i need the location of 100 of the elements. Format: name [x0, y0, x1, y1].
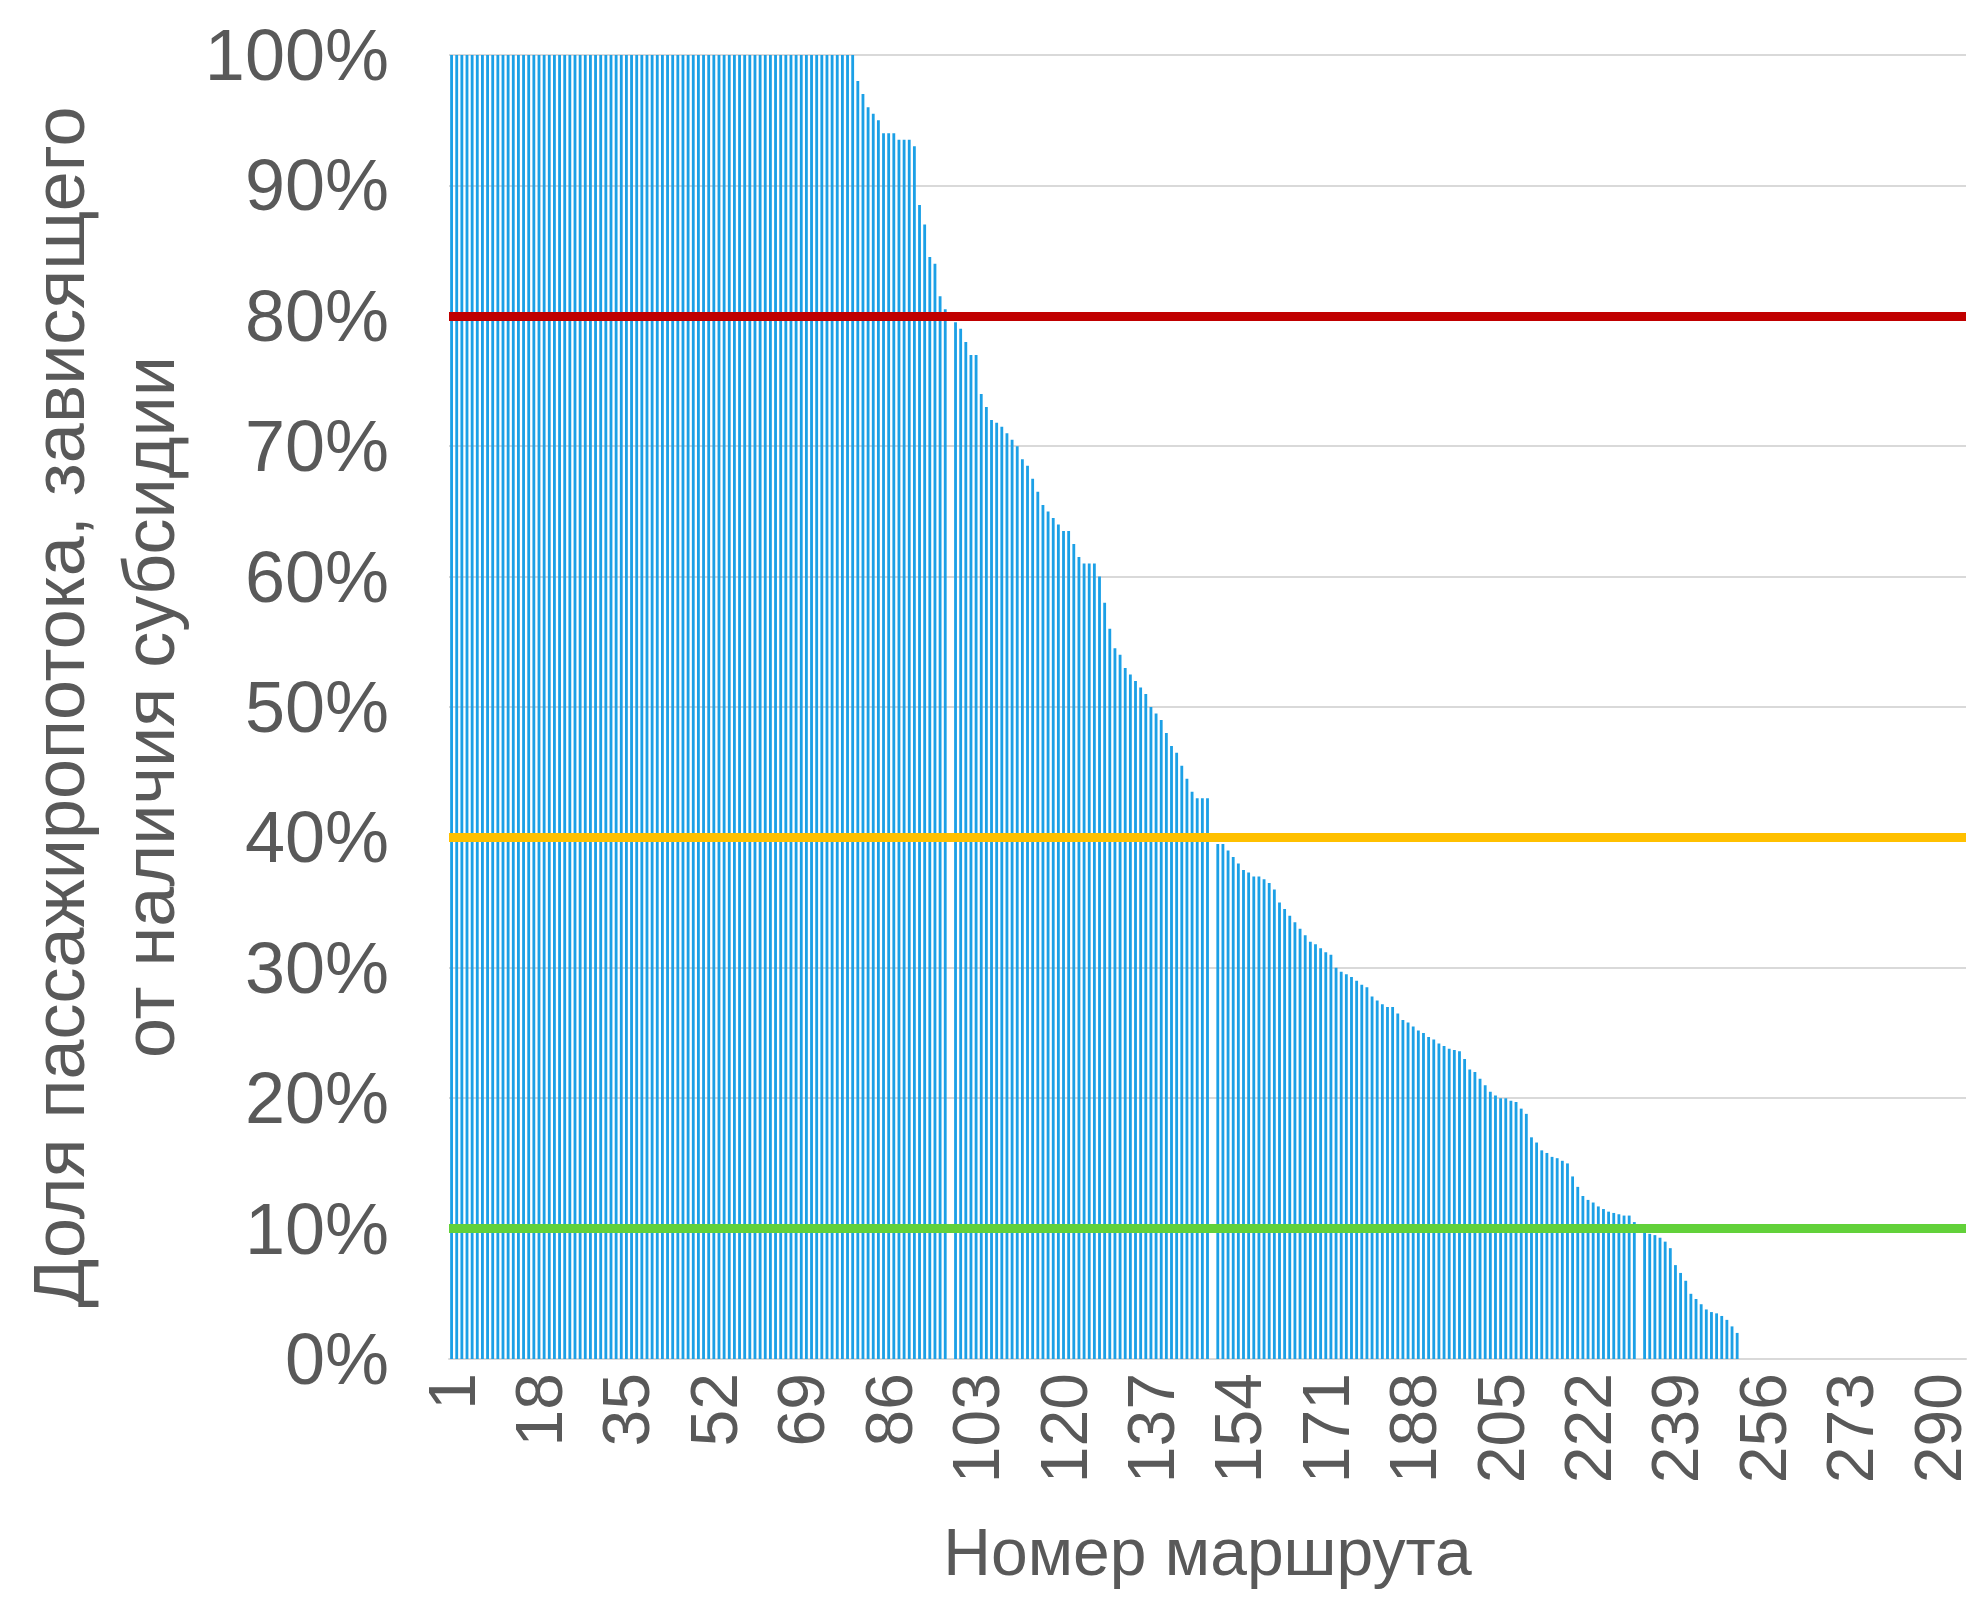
bar: [1679, 1272, 1683, 1359]
bar: [799, 55, 803, 1359]
bar: [1545, 1152, 1549, 1359]
bar: [810, 55, 813, 1359]
bar: [660, 55, 664, 1359]
bar: [1303, 935, 1307, 1359]
bar: [460, 55, 464, 1359]
bar: [1391, 1006, 1395, 1359]
bar: [1612, 1212, 1616, 1359]
bar: [856, 81, 860, 1359]
x-tick-label: 222: [1551, 1373, 1626, 1484]
bar: [1231, 856, 1235, 1359]
bar: [1422, 1033, 1425, 1359]
y-tick-label: 20%: [244, 1058, 389, 1139]
bar: [1401, 1019, 1405, 1359]
bar: [851, 55, 855, 1359]
bar: [1134, 680, 1137, 1359]
y-tick-label: 30%: [244, 927, 389, 1008]
bar: [1031, 478, 1035, 1359]
x-tick-label: 188: [1376, 1373, 1451, 1484]
bar: [1648, 1233, 1652, 1359]
bar: [1108, 628, 1112, 1359]
bar: [563, 55, 567, 1359]
x-tick-label: 86: [851, 1373, 926, 1447]
bar: [686, 55, 690, 1359]
bar: [1046, 511, 1050, 1359]
bar: [866, 107, 870, 1359]
bar: [1252, 876, 1256, 1359]
bar: [804, 55, 808, 1359]
bar: [1020, 459, 1024, 1359]
bar: [1494, 1095, 1497, 1359]
bar: [923, 224, 927, 1359]
bar: [1524, 1113, 1528, 1359]
x-tick-label: 69: [764, 1373, 839, 1447]
bar: [1062, 530, 1065, 1359]
bar: [676, 55, 680, 1359]
bar: [1386, 1006, 1389, 1359]
x-tick-label: 1: [414, 1373, 489, 1410]
bar: [1509, 1100, 1513, 1359]
bar: [1072, 544, 1076, 1359]
bar: [1560, 1160, 1564, 1359]
x-axis-title: Номер маршрута: [943, 1515, 1472, 1589]
bar: [1051, 517, 1055, 1359]
bar: [1663, 1241, 1667, 1359]
x-tick-label: 205: [1463, 1373, 1538, 1484]
y-tick-label: 0%: [284, 1319, 389, 1399]
bar: [547, 55, 551, 1359]
bar: [625, 55, 628, 1359]
bar: [1617, 1214, 1621, 1359]
bar: [984, 407, 988, 1359]
bar: [578, 55, 582, 1359]
bar: [1643, 1231, 1647, 1359]
x-tick-label: 120: [1026, 1373, 1101, 1484]
bar: [1092, 563, 1096, 1359]
bar: [1380, 1004, 1384, 1359]
bar: [517, 55, 520, 1359]
bar: [1175, 752, 1179, 1359]
bar: [876, 120, 880, 1359]
bar: [1627, 1215, 1631, 1359]
bar: [1164, 733, 1168, 1359]
bar: [943, 309, 947, 1359]
bar: [1319, 948, 1323, 1359]
bar: [630, 55, 633, 1359]
bar: [1458, 1051, 1461, 1359]
bar: [1668, 1248, 1672, 1359]
bar: [732, 55, 736, 1359]
bar: [594, 55, 597, 1359]
bar: [1308, 941, 1312, 1359]
bar: [1519, 1108, 1523, 1359]
y-tick-label: 60%: [244, 536, 389, 617]
bar: [1411, 1026, 1415, 1359]
x-tick-label: 137: [1113, 1373, 1188, 1484]
bar: [1602, 1209, 1605, 1359]
y-tick-label: 40%: [244, 797, 389, 878]
bar: [1499, 1098, 1503, 1359]
bar: [1314, 944, 1317, 1359]
bar: [1555, 1158, 1559, 1359]
bar: [1427, 1036, 1431, 1359]
bar: [1267, 883, 1271, 1359]
bar: [1566, 1163, 1569, 1359]
bar: [691, 55, 695, 1359]
bar: [743, 55, 747, 1359]
bar: [1015, 446, 1019, 1359]
bar: [1247, 872, 1251, 1359]
bar: [1200, 798, 1204, 1359]
bar: [1036, 491, 1040, 1359]
bar: [1206, 798, 1209, 1359]
bar: [558, 55, 561, 1359]
bar: [758, 55, 762, 1359]
bar: [1087, 563, 1091, 1359]
bar: [902, 139, 906, 1359]
bar: [1632, 1222, 1636, 1359]
bar: [568, 55, 572, 1359]
bar: [995, 422, 999, 1359]
y-tick-label: 80%: [244, 275, 389, 356]
x-tick-label: 52: [676, 1373, 751, 1447]
bar: [475, 55, 479, 1359]
x-tick-label: 35: [589, 1373, 664, 1447]
bar: [964, 341, 968, 1359]
bar: [768, 55, 772, 1359]
